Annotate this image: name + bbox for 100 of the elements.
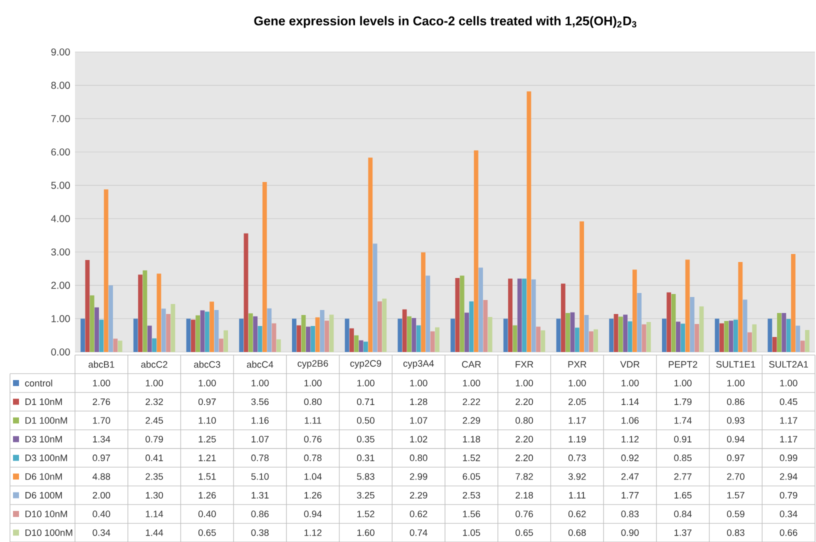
legend-label: D1 10nM — [25, 398, 62, 406]
bar — [724, 320, 729, 352]
y-tick-label: 6.00 — [51, 148, 70, 156]
bar — [734, 320, 738, 352]
data-label: 1.74 — [674, 417, 692, 424]
bar — [748, 332, 752, 352]
data-label: 0.73 — [568, 454, 586, 462]
data-label: 6.05 — [462, 473, 480, 480]
bar — [296, 325, 302, 352]
data-label: 1.12 — [622, 436, 639, 442]
data-label: 2.29 — [410, 492, 428, 499]
data-label: 2.29 — [462, 417, 480, 424]
bar — [728, 320, 734, 352]
bar — [464, 312, 469, 352]
bar — [618, 316, 623, 352]
data-label: 1.14 — [146, 510, 164, 518]
bar — [694, 324, 700, 352]
data-label: 0.40 — [198, 510, 216, 518]
bar — [594, 329, 598, 352]
data-label: 1.17 — [568, 417, 586, 424]
data-label: 0.86 — [727, 398, 744, 406]
bar — [416, 325, 421, 352]
data-label: 0.65 — [198, 529, 216, 536]
bar — [407, 316, 412, 352]
data-label: 1.00 — [674, 380, 692, 386]
bar — [80, 318, 85, 352]
bar — [796, 326, 800, 352]
data-label: 0.85 — [674, 454, 692, 462]
data-label: 2.53 — [462, 492, 480, 499]
data-label: 0.84 — [674, 510, 692, 518]
data-label: 1.11 — [569, 492, 586, 498]
bar — [147, 326, 152, 352]
bar — [358, 340, 364, 352]
bar — [310, 326, 316, 352]
data-label: 0.78 — [304, 454, 322, 462]
bar — [239, 318, 244, 352]
bar — [536, 326, 540, 352]
bar — [777, 313, 782, 352]
data-label: 1.26 — [198, 492, 216, 499]
x-tick-label: VDR — [620, 361, 640, 368]
bar — [186, 318, 191, 352]
data-label: 0.50 — [356, 417, 374, 424]
data-label: 2.18 — [516, 492, 533, 499]
data-label: 1.06 — [622, 417, 639, 424]
data-label: 2.20 — [516, 454, 534, 462]
bar — [508, 278, 512, 352]
bar — [368, 158, 373, 352]
data-label: 5.10 — [251, 473, 269, 480]
bar — [108, 285, 113, 352]
bar — [614, 314, 618, 352]
bar — [133, 318, 138, 352]
x-tick-label: abcC3 — [194, 360, 220, 368]
data-label: 0.80 — [410, 454, 428, 462]
data-label: 3.56 — [251, 398, 269, 406]
data-label: 1.16 — [252, 417, 269, 424]
bar — [324, 320, 330, 352]
data-label: 0.78 — [251, 454, 269, 462]
bar — [344, 318, 350, 352]
data-label: 1.00 — [568, 380, 586, 386]
data-label: 0.31 — [356, 454, 374, 462]
data-label: 0.80 — [516, 417, 534, 424]
data-label: 1.30 — [146, 492, 164, 499]
bar — [714, 318, 720, 352]
data-label: 1.00 — [516, 380, 534, 386]
bar — [104, 189, 108, 352]
bar — [138, 274, 142, 352]
bar — [262, 182, 267, 352]
bar — [402, 309, 407, 352]
bar — [85, 260, 90, 352]
data-label: 1.44 — [146, 529, 164, 536]
data-label: 2.20 — [516, 436, 534, 442]
bar — [248, 313, 253, 352]
y-tick-label: 8.00 — [51, 82, 70, 89]
bar — [450, 318, 455, 352]
bar — [99, 320, 104, 352]
data-label: 1.19 — [568, 436, 586, 442]
data-label: 1.00 — [463, 380, 480, 386]
bar — [398, 318, 402, 352]
data-label: 1.11 — [304, 417, 322, 424]
x-tick-label: SULT2A1 — [769, 361, 808, 368]
data-label: 0.80 — [304, 398, 322, 406]
bar — [512, 325, 518, 352]
bar — [574, 328, 580, 352]
data-label: 1.26 — [304, 492, 322, 499]
bar — [320, 310, 324, 352]
bar — [742, 300, 748, 352]
bar — [200, 310, 205, 352]
bar — [435, 327, 440, 352]
x-tick-label: FXR — [516, 361, 534, 368]
data-label: 1.07 — [252, 436, 269, 442]
bar — [632, 270, 637, 352]
data-label: 1.00 — [410, 380, 428, 386]
bar — [768, 318, 772, 352]
bar — [118, 340, 122, 352]
bar — [354, 335, 359, 352]
data-label: 0.79 — [146, 436, 163, 442]
data-label: 0.40 — [92, 510, 110, 518]
data-label: 1.52 — [357, 510, 374, 518]
bar — [488, 317, 492, 352]
legend-label: control — [25, 380, 52, 386]
